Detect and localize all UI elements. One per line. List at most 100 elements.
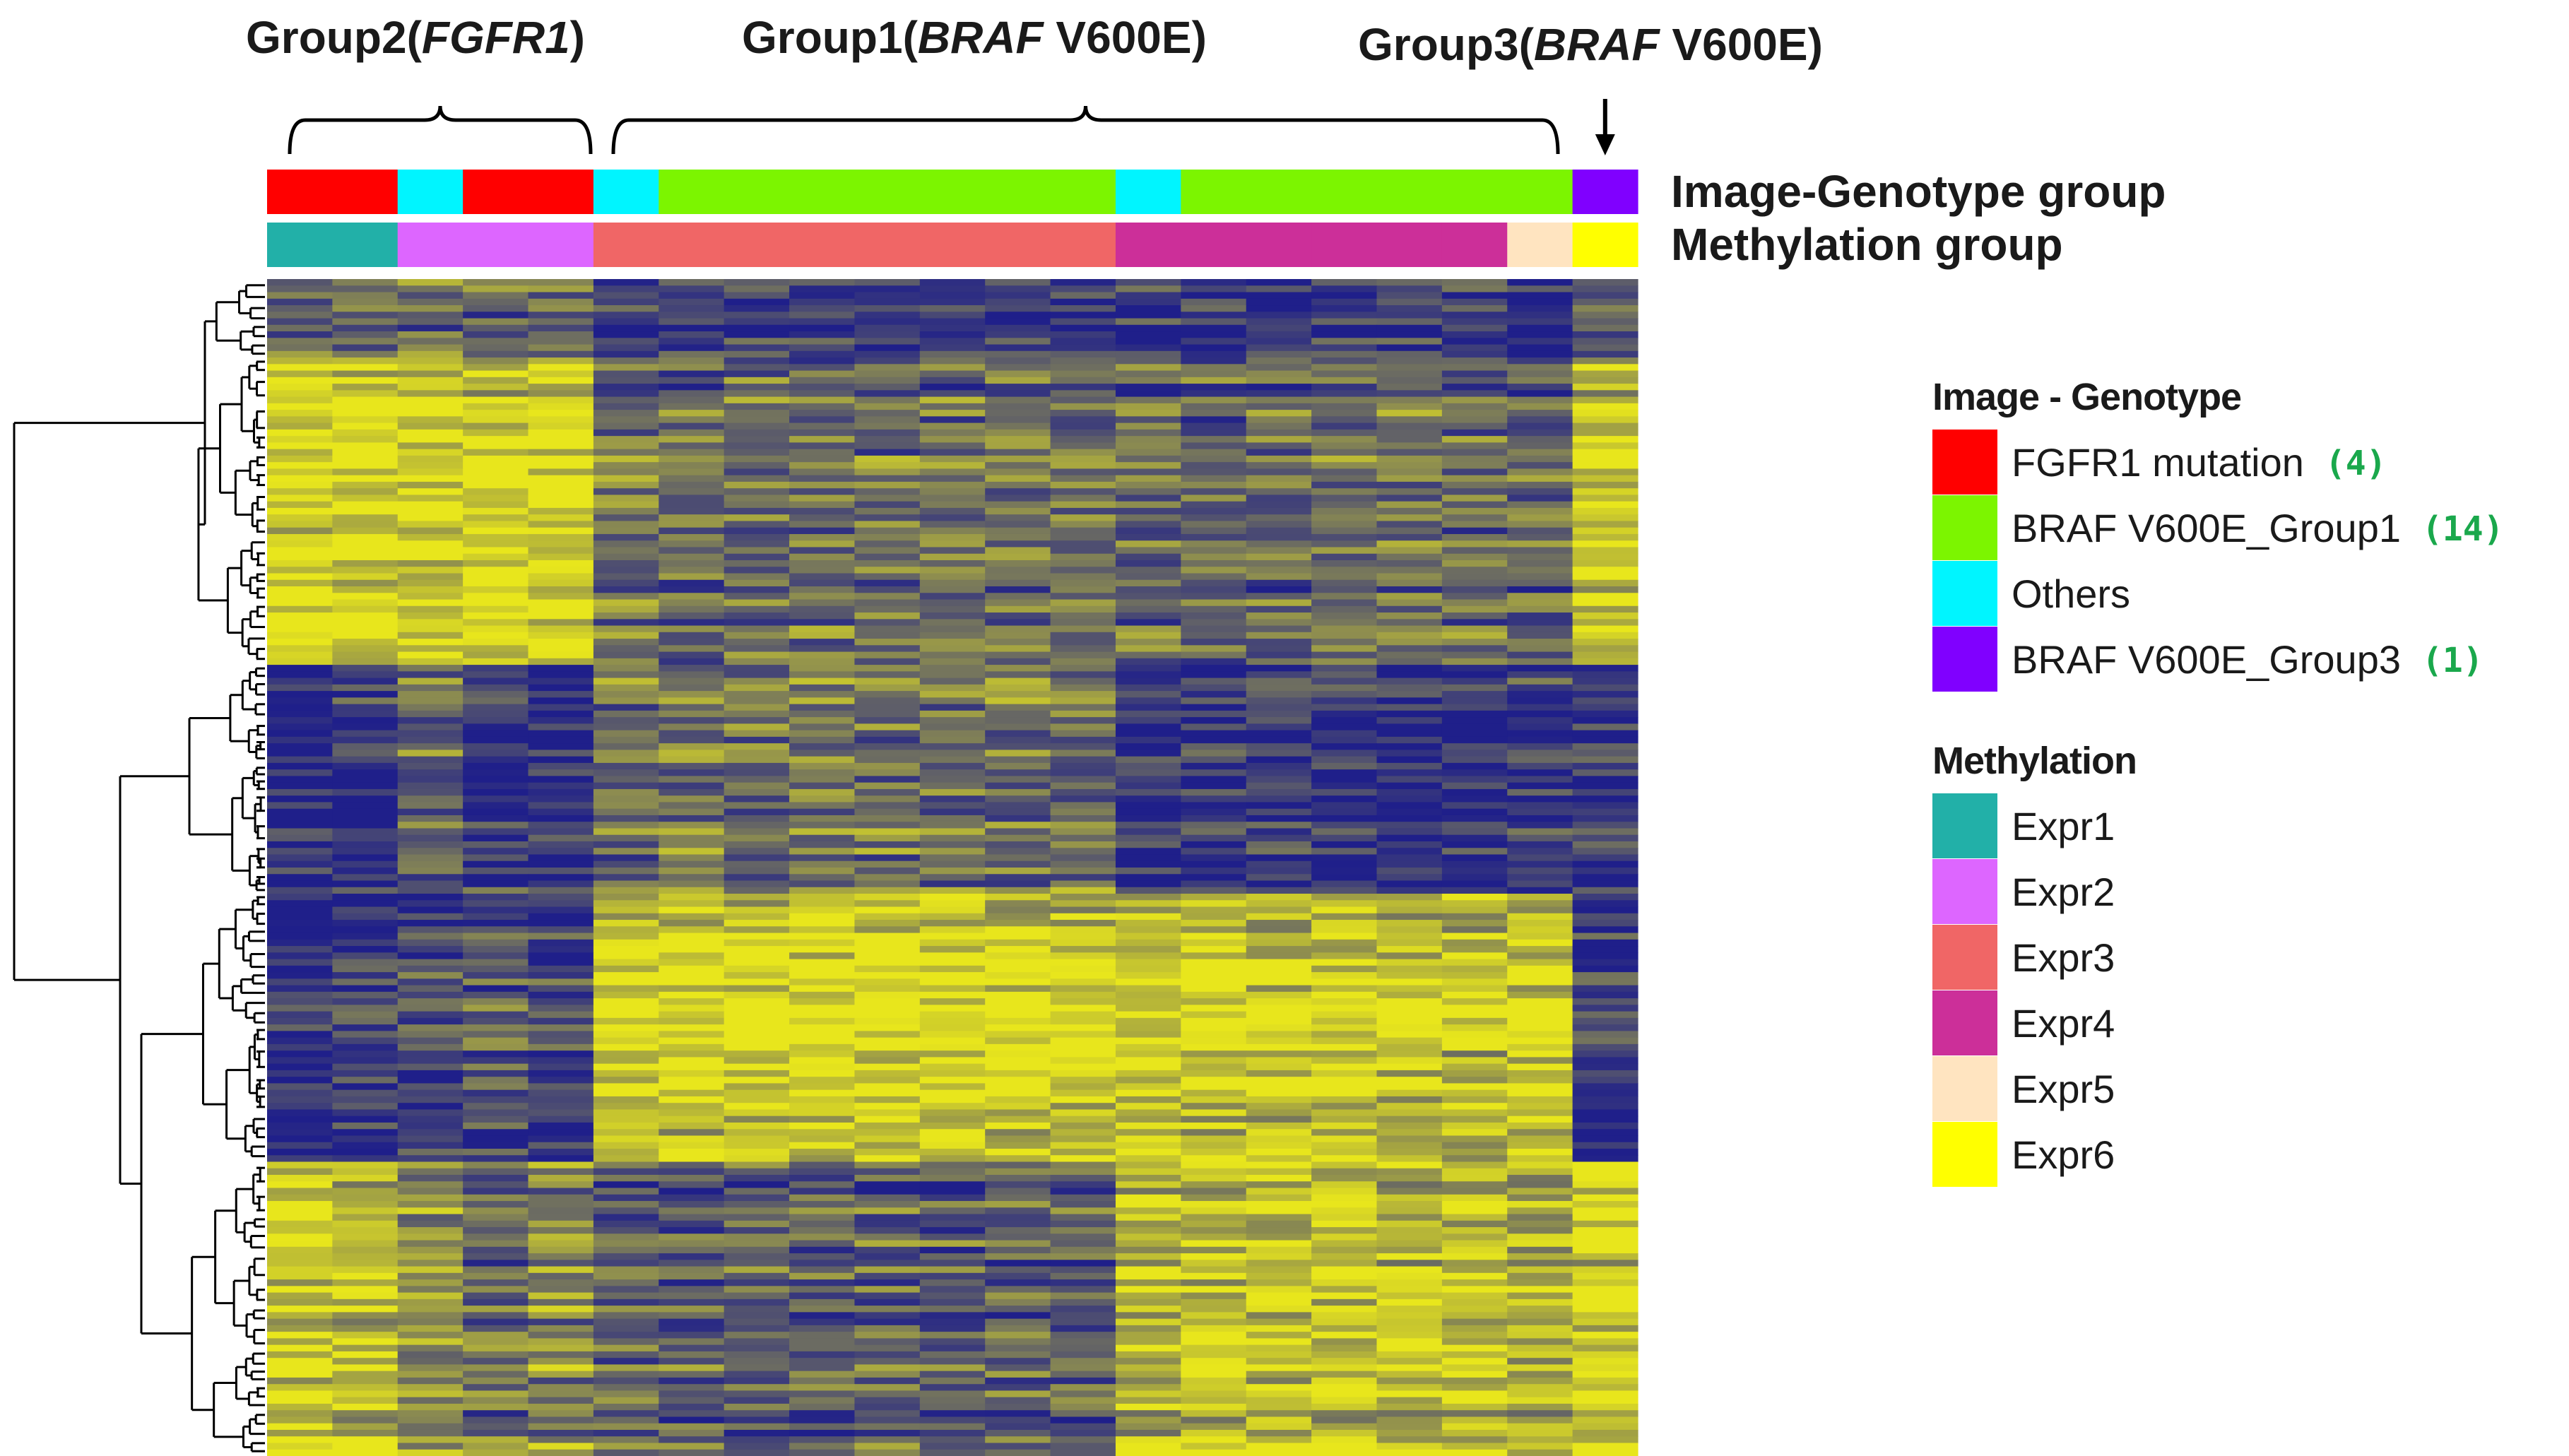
- heat-cell: [1246, 1292, 1312, 1300]
- heat-cell: [1376, 952, 1443, 960]
- heat-cell: [463, 1344, 529, 1352]
- heat-cell: [397, 1351, 463, 1359]
- heat-cell: [1441, 788, 1508, 796]
- heat-cell: [1050, 972, 1116, 979]
- heat-cell: [724, 1115, 790, 1123]
- heat-cell: [1507, 1155, 1573, 1163]
- heat-cell: [1507, 874, 1573, 882]
- heat-cell: [1572, 1017, 1638, 1025]
- heat-cell: [463, 1070, 529, 1077]
- heat-cell: [1572, 1057, 1638, 1065]
- heat-cell: [724, 1011, 790, 1019]
- heat-cell: [1507, 665, 1573, 672]
- heat-cell: [463, 730, 529, 738]
- legend-count: (14): [2422, 509, 2504, 549]
- heat-cell: [593, 952, 659, 960]
- heat-cell: [659, 1377, 725, 1385]
- heat-cell: [593, 880, 659, 888]
- heat-cell: [1181, 507, 1247, 515]
- heat-cell: [267, 1011, 333, 1019]
- heat-cell: [789, 586, 856, 593]
- heat-cell: [919, 1057, 986, 1065]
- heat-cell: [397, 1011, 463, 1019]
- heat-cell: [267, 1260, 333, 1267]
- heat-cell: [1572, 769, 1638, 777]
- heat-cell: [724, 1037, 790, 1045]
- heat-cell: [919, 1443, 986, 1450]
- heat-cell: [593, 285, 659, 293]
- heat-cell: [593, 1279, 659, 1286]
- heat-cell: [1181, 1364, 1247, 1372]
- heat-cell: [397, 906, 463, 914]
- heat-cell: [1311, 312, 1378, 319]
- heat-cell: [397, 507, 463, 515]
- heat-cell: [1376, 436, 1443, 443]
- heat-cell: [593, 567, 659, 574]
- heat-cell: [854, 1306, 921, 1313]
- heat-cell: [789, 501, 856, 509]
- heat-cell: [463, 1148, 529, 1156]
- heat-cell: [789, 815, 856, 822]
- heat-cell: [1572, 1338, 1638, 1346]
- heat-cell: [1441, 762, 1508, 770]
- heat-cell: [463, 723, 529, 731]
- heat-cell: [1376, 959, 1443, 966]
- heat-cell: [397, 1371, 463, 1378]
- heat-cell: [919, 599, 986, 607]
- heat-cell: [1181, 1390, 1247, 1398]
- heat-cell: [854, 717, 921, 724]
- heat-cell: [724, 828, 790, 836]
- heat-cell: [1311, 462, 1378, 470]
- heat-cell: [332, 959, 398, 966]
- heat-cell: [463, 868, 529, 875]
- heat-cell: [1311, 1017, 1378, 1025]
- heat-cell: [332, 946, 398, 953]
- heat-cell: [332, 586, 398, 593]
- heat-cell: [1507, 1135, 1573, 1143]
- heat-cell: [1507, 1351, 1573, 1359]
- heat-cell: [397, 998, 463, 1005]
- heat-cell: [528, 1436, 594, 1444]
- heat-cell: [1507, 848, 1573, 856]
- heat-cell: [1246, 828, 1312, 836]
- heat-cell: [919, 1429, 986, 1437]
- heat-cell: [789, 1338, 856, 1346]
- heat-cell: [1376, 1201, 1443, 1208]
- heat-cell: [1050, 926, 1116, 934]
- heat-cell: [1246, 1148, 1312, 1156]
- heat-cell: [919, 1037, 986, 1045]
- heat-cell: [789, 894, 856, 901]
- heat-cell: [1181, 1423, 1247, 1431]
- heat-cell: [724, 1057, 790, 1065]
- heat-cell: [1115, 658, 1181, 665]
- heat-cell: [593, 1220, 659, 1228]
- heat-cell: [267, 292, 333, 300]
- heat-cell: [919, 802, 986, 810]
- heat-cell: [528, 625, 594, 633]
- heat-cell: [1441, 377, 1508, 384]
- heat-cell: [1376, 1194, 1443, 1202]
- heat-cell: [789, 442, 856, 450]
- heat-cell: [1311, 880, 1378, 888]
- heat-cell: [1115, 1253, 1181, 1260]
- heat-cell: [528, 730, 594, 738]
- heat-cell: [1441, 782, 1508, 790]
- heat-cell: [463, 586, 529, 593]
- heat-cell: [659, 1005, 725, 1012]
- heat-cell: [267, 416, 333, 424]
- heat-cell: [593, 1031, 659, 1038]
- heat-cell: [397, 436, 463, 443]
- heat-cell: [1115, 782, 1181, 790]
- heat-cell: [1376, 468, 1443, 476]
- heat-cell: [1115, 1168, 1181, 1176]
- heat-cell: [1050, 802, 1116, 810]
- heat-cell: [985, 1168, 1051, 1176]
- heat-cell: [528, 605, 594, 613]
- heat-cell: [397, 808, 463, 816]
- heat-cell: [1115, 475, 1181, 483]
- heat-cell: [854, 1240, 921, 1248]
- heat-cell: [332, 344, 398, 352]
- heat-cell: [854, 1253, 921, 1260]
- heat-cell: [1311, 1063, 1378, 1071]
- heat-cell: [1246, 318, 1312, 326]
